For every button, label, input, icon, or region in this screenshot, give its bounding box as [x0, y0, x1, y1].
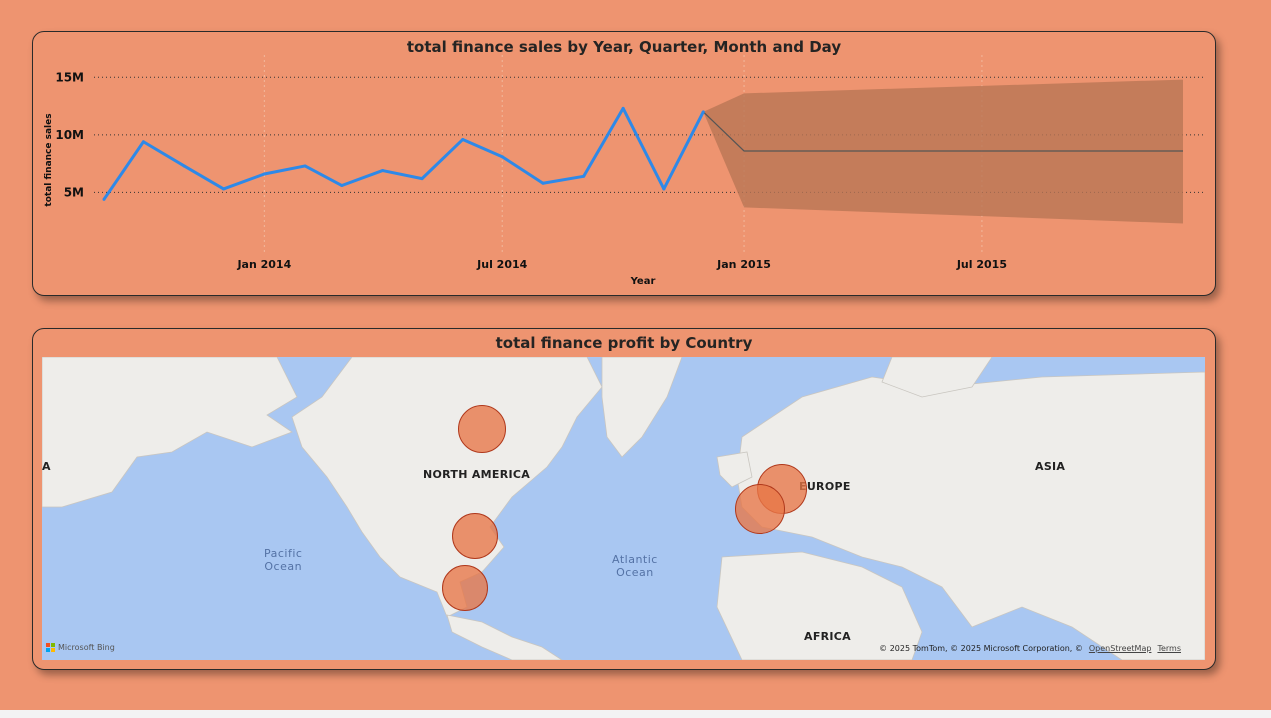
brand-label: Microsoft Bing [58, 643, 115, 652]
osm-link[interactable]: OpenStreetMap [1088, 644, 1152, 653]
sales-data-point [541, 181, 545, 185]
sales-data-point [662, 187, 666, 191]
x-tick-label: Jul 2014 [476, 258, 527, 271]
label-pacific-ocean: Pacific Ocean [264, 547, 303, 573]
sales-data-point [303, 164, 307, 168]
x-tick-label: Jul 2015 [956, 258, 1007, 271]
x-tick-label: Jan 2015 [716, 258, 771, 271]
label-europe: EUROPE [799, 480, 851, 493]
y-tick-label: 10M [55, 128, 84, 142]
bing-map[interactable]: NORTH AMERICA EUROPE ASIA AFRICA A Pacif… [42, 357, 1205, 660]
x-axis-title: Year [630, 276, 656, 287]
sales-line-chart[interactable]: 5M 10M 15M Jan 2014 Jul 2014 Jan 2015 Jul 2015… [33, 32, 1215, 295]
sales-data-point [222, 187, 226, 191]
map-attribution: © 2025 TomTom, © 2025 Microsoft Corporat… [879, 644, 1181, 653]
sales-data-point [141, 140, 145, 144]
y-tick-label: 15M [55, 70, 84, 84]
africa-landmass [716, 551, 923, 660]
line-chart-title: total finance sales by Year, Quarter, Mo… [406, 38, 842, 56]
sales-data-point [182, 164, 186, 168]
microsoft-logo-icon [46, 643, 55, 652]
greenland-landmass [601, 357, 683, 458]
sales-data-point [500, 155, 504, 159]
sales-data-point [102, 197, 106, 201]
label-africa: AFRICA [804, 630, 851, 643]
x-tick-label: Jan 2014 [236, 258, 291, 271]
arctic-islands-landmass [881, 357, 993, 398]
forecast-line [702, 111, 1183, 152]
label-atlantic-ocean: Atlantic Ocean [612, 553, 658, 579]
bubble-mexico[interactable] [442, 565, 488, 611]
sales-data-point [262, 172, 266, 176]
bubble-canada[interactable] [458, 405, 506, 453]
y-tick-label: 5M [64, 185, 84, 199]
bubble-france[interactable] [735, 484, 785, 534]
label-north-america: NORTH AMERICA [423, 468, 531, 481]
bottom-strip [0, 710, 1271, 718]
sales-data-point [420, 177, 424, 181]
label-asia: ASIA [1035, 460, 1066, 473]
british-isles-landmass [716, 451, 753, 488]
alaska-landmass [42, 357, 298, 508]
central-america-landmass [446, 614, 563, 660]
terms-link[interactable]: Terms [1157, 644, 1181, 653]
profit-map-card[interactable]: total finance profit by Country NORTH AM… [32, 328, 1216, 670]
map-land [42, 357, 1205, 660]
y-axis-title: total finance sales [44, 113, 54, 206]
bubble-united-states[interactable] [452, 513, 498, 559]
sales-data-point [381, 169, 385, 173]
map-chart-title: total finance profit by Country [495, 334, 753, 352]
sales-data-point [621, 106, 625, 110]
bing-brand: Microsoft Bing [46, 643, 115, 652]
sales-data-point [461, 137, 465, 141]
sales-data-point [582, 174, 586, 178]
sales-data-point [701, 110, 705, 114]
sales-line-chart-card[interactable]: total finance sales by Year, Quarter, Mo… [32, 31, 1216, 296]
sales-series-line [102, 106, 705, 201]
label-edge: A [42, 460, 51, 473]
sales-data-point [340, 184, 344, 188]
attribution-text: © 2025 TomTom, © 2025 Microsoft Corporat… [879, 644, 1083, 653]
